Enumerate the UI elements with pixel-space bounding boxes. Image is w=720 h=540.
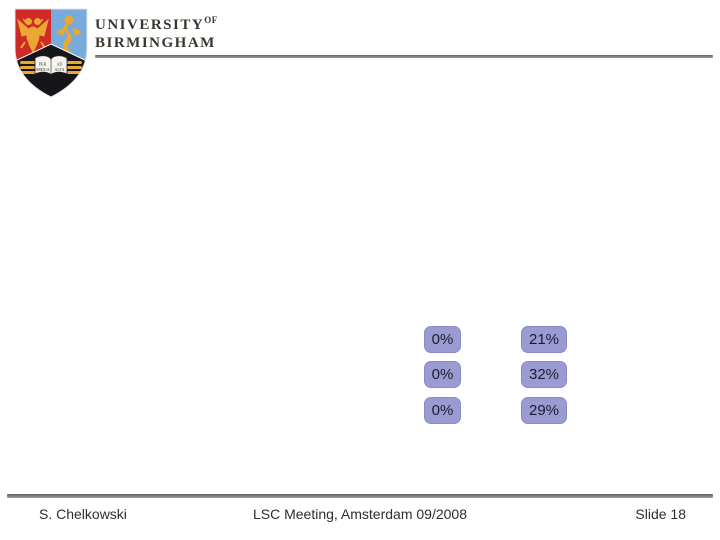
university-name-line2: BIRMINGHAM	[95, 35, 216, 51]
footer-slide-number: Slide 18	[635, 506, 686, 522]
university-name-of: OF	[204, 15, 218, 25]
crest-motto-text: AD	[57, 62, 63, 67]
crest-rays-icon	[20, 61, 82, 74]
percentage-badge: 21%	[521, 326, 567, 353]
percentage-badge: 32%	[521, 361, 567, 388]
crest-motto-text: ALTA	[55, 67, 65, 72]
header-divider	[95, 55, 713, 58]
university-wordmark: UNIVERSITYOF BIRMINGHAM	[95, 11, 218, 52]
crest-book-icon: PER ARDUA AD ALTA	[34, 55, 68, 76]
percentage-badge: 29%	[521, 397, 567, 424]
percentage-badge: 0%	[424, 361, 461, 388]
footer-event-title: LSC Meeting, Amsterdam 09/2008	[252, 506, 467, 522]
footer-author: S. Chelkowski	[39, 506, 127, 522]
crest-motto-text: PER	[39, 62, 47, 67]
university-crest-logo: PER ARDUA AD ALTA	[14, 8, 88, 98]
footer-divider	[7, 494, 713, 498]
percentage-badge: 0%	[424, 397, 461, 424]
crest-motto-text: ARDUA	[35, 67, 49, 72]
university-name-line1: UNIVERSITY	[95, 17, 205, 33]
percentage-badge: 0%	[424, 326, 461, 353]
crest-eagle-icon	[17, 18, 49, 54]
